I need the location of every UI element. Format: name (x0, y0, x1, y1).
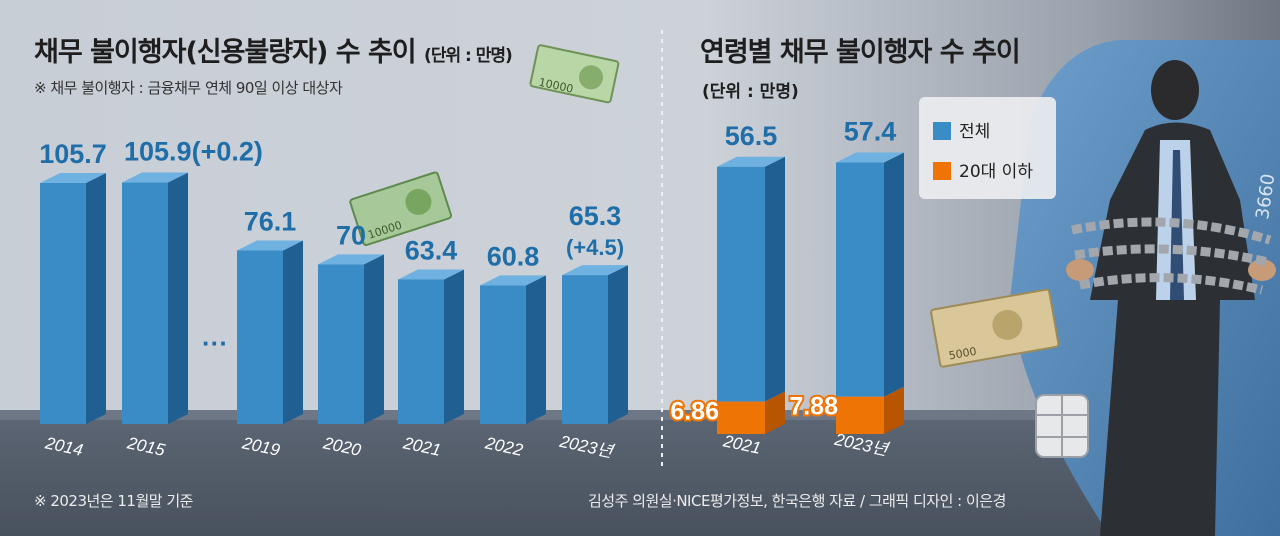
bar-2020-front (318, 264, 364, 424)
stack-youth-2023년 (836, 396, 884, 434)
total-value-label: 57.4 (844, 116, 897, 146)
total-value-label: 56.5 (725, 121, 778, 151)
youth-value-label: 6.86 (670, 398, 719, 426)
stack-youth-side (765, 391, 785, 434)
value-label: 70 (336, 220, 366, 250)
bar-2015-front (122, 182, 168, 424)
x-tick-label: 2023년 (832, 430, 892, 460)
value-label: 63.4 (405, 235, 458, 265)
legend-swatch-total (933, 122, 951, 140)
stack-total-2023년-side (884, 152, 904, 397)
stack-total-2021-side (765, 156, 785, 402)
footer-note: ※ 2023년은 11월말 기준 (34, 492, 193, 510)
x-tick-label: 2020 (321, 433, 363, 460)
bar-2015-side (168, 172, 188, 424)
stack-total-2021-front (717, 166, 765, 402)
bar-2014-front (40, 183, 86, 424)
x-tick-label: 2023년 (557, 432, 617, 462)
x-tick-label: 2021 (401, 433, 443, 460)
value-label: 105.7 (39, 139, 107, 169)
change-label: (+0.2) (192, 137, 263, 167)
stack-total-2021 (717, 156, 785, 402)
legend-item-youth: 20대 이하 (933, 157, 1033, 182)
bar-2015-top (122, 172, 188, 183)
bar-2020-side (364, 254, 384, 424)
value-label: 65.3 (569, 201, 622, 231)
bar-2014 (40, 173, 106, 424)
left-chart-note: ※ 채무 불이행자 : 금융채무 연체 90일 이상 대상자 (34, 79, 343, 97)
bar-2023년-top (562, 265, 628, 276)
bar-2021-top (398, 269, 464, 280)
stack-total-2023년-front (836, 162, 884, 397)
bar-2023년-front (562, 275, 608, 424)
right-chart-title: 연령별 채무 불이행자 수 추이 (700, 37, 1021, 68)
bar-2020 (318, 254, 384, 424)
axis-gap-marker: ··· (202, 328, 228, 358)
bar-2014-side (86, 173, 106, 424)
bar-2021 (398, 269, 464, 424)
x-tick-label: 2019 (240, 433, 282, 460)
bar-2021-side (444, 269, 464, 424)
x-tick-label: 2014 (43, 433, 85, 460)
left-chart-title: 채무 불이행자(신용불량자) 수 추이 (단위 : 만명) (34, 37, 513, 68)
legend: 전체 20대 이하 (919, 97, 1056, 199)
left-bar-chart: 105.7 2014 105.9(+0.2) 2015 76.1 2019 70 2020 63… (39, 137, 628, 462)
value-label: 60.8 (487, 241, 540, 271)
bar-2022-side (526, 275, 546, 424)
bar-2022-top (480, 275, 546, 286)
stack-total-2023년-top (836, 152, 904, 163)
svg-text:5000: 5000 (948, 345, 978, 363)
left-chart-unit: (단위 : 만명) (424, 46, 513, 66)
bar-2023년-side (608, 265, 628, 424)
stack-total-2023년 (836, 152, 904, 397)
right-chart-unit: (단위 : 만명) (702, 82, 799, 102)
stack-youth-side (884, 386, 904, 434)
bar-2019-front (237, 250, 283, 424)
bar-2015 (122, 172, 188, 424)
bar-2022-front (480, 285, 526, 424)
bar-2022 (480, 275, 546, 424)
bar-2014-top (40, 173, 106, 184)
legend-label-youth: 20대 이하 (959, 162, 1033, 182)
youth-value-label: 7.88 (789, 393, 838, 421)
stack-youth-2021 (717, 401, 765, 434)
legend-label-total: 전체 (959, 122, 991, 142)
x-tick-label: 2022 (483, 433, 525, 460)
legend-swatch-youth (933, 162, 951, 180)
stack-total-2021-top (717, 156, 785, 167)
bar-2019 (237, 240, 303, 424)
x-tick-label: 2021 (721, 431, 763, 458)
footer-source: 김성주 의원실·NICE평가정보, 한국은행 자료 / 그래픽 디자인 : 이은… (588, 492, 1006, 510)
bar-2019-top (237, 240, 303, 251)
legend-item-total: 전체 (933, 117, 990, 142)
value-label: 105.9(+0.2) (124, 137, 263, 167)
bar-2023년 (562, 265, 628, 424)
bar-2019-side (283, 240, 303, 424)
banknote-icon: 10000 (529, 44, 620, 104)
value-label: 76.1 (244, 206, 297, 236)
banknote-icon: 5000 (930, 288, 1060, 368)
bar-2021-front (398, 279, 444, 424)
bar-2020-top (318, 254, 384, 265)
banknote-icon: 10000 (349, 171, 453, 246)
x-tick-label: 2015 (125, 433, 167, 460)
chained-man-icon (1066, 60, 1276, 536)
change-label: (+4.5) (566, 235, 624, 260)
